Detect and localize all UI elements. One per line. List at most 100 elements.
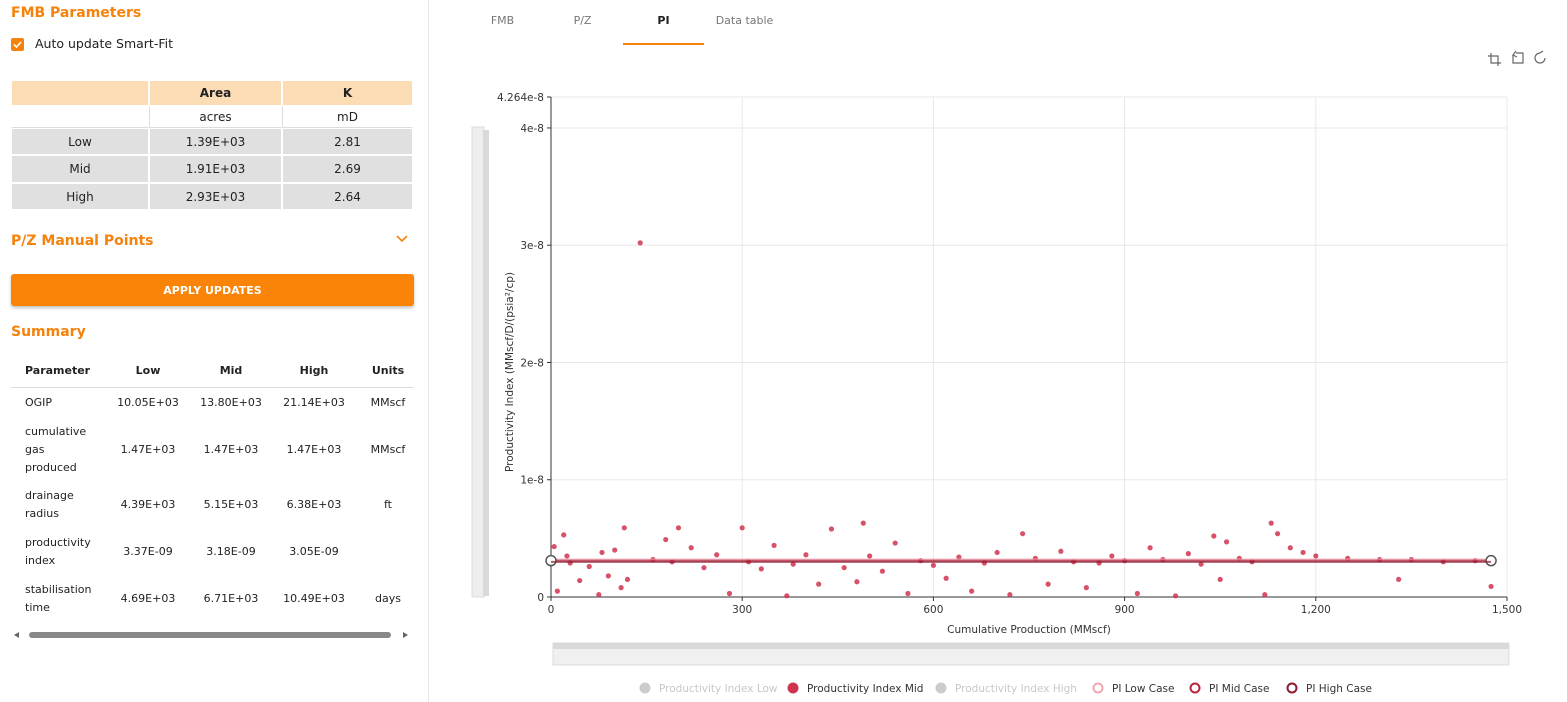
table-cell: 13.80E+03 xyxy=(200,396,262,409)
table-cell: cumulative gas produced xyxy=(25,425,87,474)
scrollbar[interactable] xyxy=(11,625,411,638)
legend-item[interactable]: PI High Case xyxy=(1286,682,1372,695)
section-title: Summary xyxy=(11,324,86,340)
table-cell: 1.47E+03 xyxy=(203,443,259,456)
apply-button[interactable]: APPLY UPDATES xyxy=(11,274,414,306)
table-cell: MMscf xyxy=(370,396,406,409)
data-point xyxy=(1223,539,1230,545)
table-cell: 2.64 xyxy=(282,183,413,210)
table-cell: 4.39E+03 xyxy=(120,498,176,511)
units-cell xyxy=(11,106,149,128)
data-point xyxy=(879,568,886,574)
legend-item[interactable]: Productivity Index Mid xyxy=(787,682,924,696)
table-cell: 2.93E+03 xyxy=(149,183,282,210)
tab[interactable]: FMB xyxy=(490,14,515,27)
scrollbar-graphic xyxy=(14,632,408,638)
legend-icon xyxy=(1189,682,1201,694)
x-zoom-slider[interactable] xyxy=(552,642,1510,666)
legend-icon xyxy=(935,682,947,694)
column-header: High xyxy=(299,364,329,377)
header-cell xyxy=(11,80,149,106)
data-point xyxy=(771,542,777,549)
section-title: FMB Parameters xyxy=(11,5,142,21)
data-point xyxy=(1134,590,1140,597)
data-point xyxy=(803,552,809,558)
data-point xyxy=(561,532,567,538)
data-point xyxy=(1083,585,1089,591)
table-cell: High xyxy=(11,183,149,210)
data-point xyxy=(994,549,1000,556)
data-point xyxy=(1262,592,1268,598)
data-point xyxy=(1147,545,1153,551)
units-cell: acres xyxy=(149,106,282,128)
data-point xyxy=(1211,533,1217,539)
x-axis-label: Cumulative Production (MMscf) xyxy=(947,624,1111,636)
data-point xyxy=(1268,520,1274,526)
data-point xyxy=(1007,592,1013,598)
table-cell: MMscf xyxy=(370,443,406,456)
data-point xyxy=(688,545,694,551)
legend-label: PI Low Case xyxy=(1112,683,1174,695)
legend-item[interactable]: Productivity Index High xyxy=(935,682,1077,696)
summary-table: Parameter Low Mid High Units OGIP 10.05E+03 13.… xyxy=(11,358,414,618)
data-point xyxy=(714,552,720,558)
y-tick-label: 3e-8 xyxy=(520,240,544,252)
data-point xyxy=(1300,549,1306,556)
table-cell: 3.18E-09 xyxy=(206,545,256,558)
legend-item[interactable]: Productivity Index Low xyxy=(639,682,778,696)
chevron[interactable] xyxy=(396,234,408,244)
zoom-icon[interactable] xyxy=(1488,53,1501,66)
line-endpoint xyxy=(545,554,557,567)
table-cell: Low xyxy=(11,128,149,155)
legend-icon xyxy=(1092,682,1104,694)
line-endpoint xyxy=(1485,554,1497,567)
units-cell: mD xyxy=(282,106,413,128)
data-point xyxy=(1396,576,1402,583)
check-icon xyxy=(13,41,22,49)
tabs: FMB P/Z PI Data table xyxy=(462,0,773,45)
x-tick-label: 1,500 xyxy=(1492,604,1522,616)
legend-item[interactable]: PI Low Case xyxy=(1092,682,1175,695)
data-point xyxy=(905,590,911,597)
tab[interactable]: Data table xyxy=(715,14,774,27)
chart: 0 1e-8 2e-8 3e-8 4e-8 4.264e-8 0 300 600 900 1,200… xyxy=(471,50,1546,696)
y-tick-label: 1e-8 xyxy=(520,475,544,487)
table-cell: 4.69E+03 xyxy=(120,592,176,605)
table-cell: ft xyxy=(384,498,392,511)
data-point xyxy=(586,563,592,570)
checkbox[interactable] xyxy=(11,38,24,51)
data-point xyxy=(816,581,822,587)
data-point xyxy=(551,543,557,550)
data-point xyxy=(1313,553,1319,559)
data-point xyxy=(1274,531,1281,537)
table-cell: 3.05E-09 xyxy=(289,545,339,558)
tab[interactable]: PI xyxy=(623,14,704,45)
data-point xyxy=(930,562,936,568)
y-tick-label: 0 xyxy=(537,592,544,604)
zoom-reset-icon[interactable] xyxy=(1512,50,1524,64)
table-cell: drainage radius xyxy=(25,489,74,520)
y-zoom-slider[interactable] xyxy=(471,126,489,598)
restore-icon[interactable] xyxy=(1534,50,1546,64)
data-point xyxy=(1287,545,1293,551)
data-point xyxy=(1172,593,1179,599)
tab[interactable]: P/Z xyxy=(573,14,592,27)
table-cell: 6.38E+03 xyxy=(286,498,342,511)
data-point xyxy=(675,525,682,531)
data-point xyxy=(577,577,583,584)
data-point xyxy=(605,573,611,579)
legend-item[interactable]: PI Mid Case xyxy=(1189,682,1270,695)
legend-label: PI Mid Case xyxy=(1209,683,1269,695)
y-tick-label: 2e-8 xyxy=(520,357,544,369)
data-point xyxy=(1185,551,1191,557)
table-cell: 2.81 xyxy=(282,128,413,155)
table-cell: 1.39E+03 xyxy=(149,128,282,155)
data-point xyxy=(612,547,618,553)
data-point xyxy=(554,588,560,594)
data-point xyxy=(854,579,860,585)
table-cell: stabilisation time xyxy=(25,583,92,614)
legend-label: Productivity Index Low xyxy=(659,683,778,695)
header-cell: K xyxy=(282,80,413,106)
table-cell: 1.47E+03 xyxy=(286,443,342,456)
